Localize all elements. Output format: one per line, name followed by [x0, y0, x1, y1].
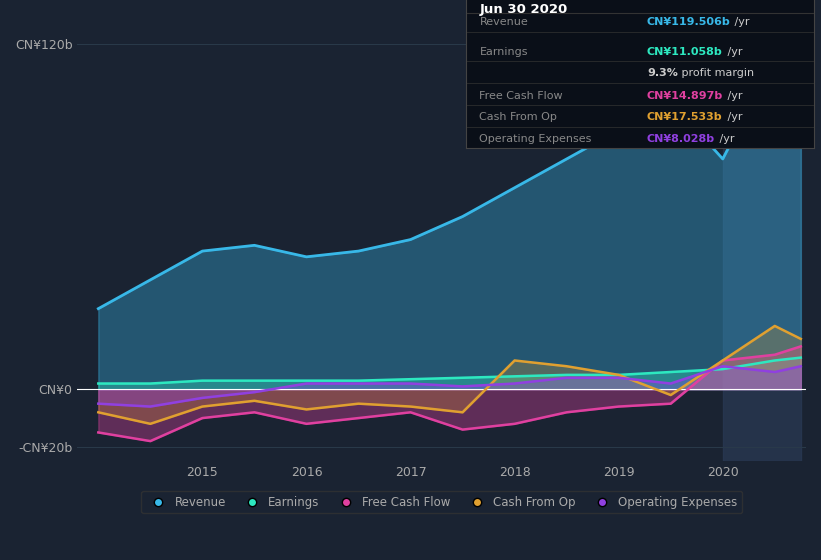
Text: CN¥14.897b: CN¥14.897b	[647, 91, 723, 101]
Text: Jun 30 2020: Jun 30 2020	[479, 3, 567, 16]
Text: Operating Expenses: Operating Expenses	[479, 134, 592, 143]
Text: 9.3%: 9.3%	[647, 68, 678, 78]
Legend: Revenue, Earnings, Free Cash Flow, Cash From Op, Operating Expenses: Revenue, Earnings, Free Cash Flow, Cash …	[141, 491, 742, 514]
Text: /yr: /yr	[724, 46, 742, 57]
Text: CN¥119.506b: CN¥119.506b	[647, 17, 731, 27]
Text: CN¥11.058b: CN¥11.058b	[647, 46, 722, 57]
Bar	[722, 15, 800, 461]
Text: Cash From Op: Cash From Op	[479, 112, 557, 122]
Text: Free Cash Flow: Free Cash Flow	[479, 91, 563, 101]
Text: CN¥8.028b: CN¥8.028b	[647, 134, 715, 143]
Text: profit margin: profit margin	[677, 68, 754, 78]
Text: CN¥17.533b: CN¥17.533b	[647, 112, 722, 122]
Text: /yr: /yr	[724, 112, 742, 122]
Text: /yr: /yr	[732, 17, 750, 27]
Text: Earnings: Earnings	[479, 46, 528, 57]
Text: /yr: /yr	[716, 134, 735, 143]
Text: Revenue: Revenue	[479, 17, 528, 27]
Text: /yr: /yr	[724, 91, 742, 101]
